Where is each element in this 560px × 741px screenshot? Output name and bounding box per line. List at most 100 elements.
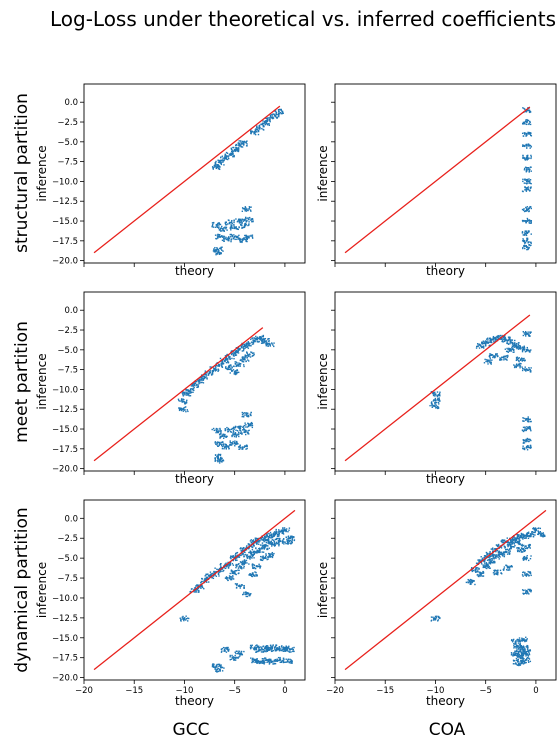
data-point — [232, 155, 234, 158]
data-point — [486, 337, 489, 339]
data-point — [269, 555, 271, 557]
data-point — [234, 350, 236, 353]
data-point — [530, 222, 532, 224]
data-point — [497, 556, 499, 559]
data-point — [279, 656, 281, 659]
data-point — [489, 361, 492, 363]
data-point — [182, 392, 185, 394]
data-point — [223, 238, 225, 241]
data-point — [255, 547, 257, 550]
data-point — [230, 369, 233, 371]
data-point — [275, 532, 278, 534]
data-point — [526, 156, 529, 158]
data-point — [260, 558, 262, 561]
data-point — [184, 403, 186, 405]
data-point — [275, 660, 277, 662]
data-point — [274, 533, 276, 536]
data-point — [255, 128, 257, 130]
data-point — [255, 335, 257, 338]
data-point — [539, 530, 542, 533]
data-point — [220, 443, 222, 445]
data-point — [434, 393, 436, 396]
data-point — [526, 574, 528, 576]
data-point — [252, 131, 254, 133]
data-point — [503, 551, 505, 553]
data-point — [501, 337, 503, 340]
data-point — [523, 169, 526, 171]
data-point — [226, 238, 228, 241]
data-point — [215, 429, 218, 431]
data-point — [522, 660, 524, 662]
data-point — [529, 444, 532, 447]
data-point — [243, 559, 246, 561]
data-point — [252, 339, 254, 342]
data-point — [494, 569, 496, 571]
data-point — [515, 539, 518, 541]
data-point — [232, 443, 234, 445]
data-point — [522, 571, 524, 574]
data-point — [519, 650, 521, 653]
data-point — [517, 535, 520, 537]
data-point — [516, 650, 518, 653]
data-point — [223, 446, 226, 449]
data-point — [524, 426, 526, 429]
data-point — [271, 646, 273, 648]
data-point — [235, 227, 238, 230]
data-point — [529, 590, 531, 592]
data-point — [239, 223, 242, 226]
data-point — [245, 355, 248, 357]
data-point — [288, 647, 290, 650]
data-point — [213, 251, 215, 253]
data-point — [513, 346, 516, 348]
data-point — [279, 540, 282, 543]
data-point — [215, 665, 217, 668]
data-point — [501, 539, 503, 541]
data-point — [437, 398, 439, 400]
data-point — [267, 649, 270, 651]
data-point — [432, 392, 434, 394]
data-point — [279, 647, 281, 649]
data-point — [251, 647, 253, 649]
data-point — [214, 441, 217, 443]
data-point — [178, 408, 181, 411]
data-point — [256, 538, 259, 540]
data-point — [257, 660, 260, 662]
data-point — [518, 539, 520, 541]
data-point — [245, 448, 247, 450]
data-point — [241, 432, 243, 434]
data-point — [235, 218, 237, 220]
data-point — [232, 571, 234, 573]
data-point — [489, 561, 491, 564]
data-points — [177, 334, 275, 464]
data-point — [480, 575, 482, 577]
data-point — [503, 552, 505, 555]
data-point — [261, 536, 264, 539]
data-point — [246, 554, 249, 556]
data-point — [220, 430, 222, 433]
data-point — [482, 564, 484, 566]
data-point — [224, 156, 227, 158]
data-point — [256, 549, 258, 552]
data-point — [432, 616, 434, 618]
data-point — [540, 533, 542, 536]
data-point — [475, 347, 478, 349]
data-point — [249, 424, 251, 426]
data-point — [270, 658, 272, 661]
data-point — [182, 618, 184, 620]
data-point — [271, 555, 273, 557]
data-point — [204, 370, 207, 372]
data-point — [529, 331, 531, 333]
data-point — [269, 344, 271, 347]
data-point — [261, 662, 264, 664]
y-tick-label: 0.0 — [64, 306, 78, 316]
data-point — [511, 348, 514, 350]
data-point — [255, 541, 258, 543]
data-point — [235, 372, 238, 375]
data-point — [495, 353, 497, 355]
data-point — [527, 186, 530, 188]
data-point — [525, 439, 528, 441]
data-point — [266, 539, 268, 541]
data-point — [235, 143, 237, 146]
data-point — [480, 563, 483, 565]
